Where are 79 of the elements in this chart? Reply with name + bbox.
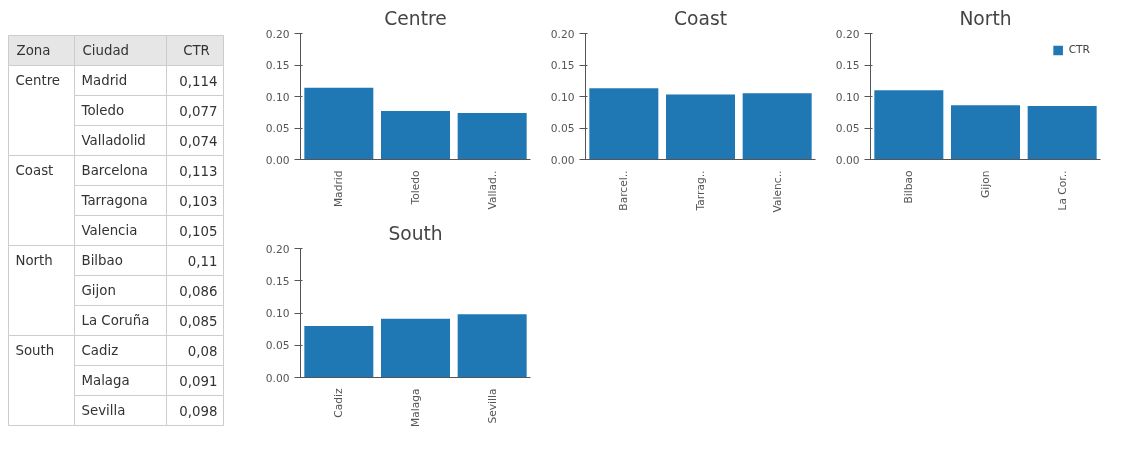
y-tick-label: 0.00 — [265, 153, 290, 167]
text: 0,085 — [179, 313, 218, 329]
category-label: Bilbao — [81, 253, 123, 268]
category-label: Gijon — [81, 283, 116, 298]
bar — [951, 105, 1020, 160]
bar — [457, 112, 527, 160]
legend-label: CTR — [1068, 43, 1090, 56]
text: CTR — [183, 43, 210, 58]
x-tick-label: Cadiz — [332, 388, 346, 418]
text: 0,114 — [179, 73, 218, 89]
chart-title: North — [959, 7, 1012, 29]
category-label: Barcelona — [81, 163, 148, 178]
y-tick-label: 0.10 — [265, 90, 290, 104]
category-label: La Coruña — [81, 313, 150, 328]
category-label: Madrid — [81, 73, 128, 88]
y-tick-label: 0.10 — [265, 307, 290, 320]
chart-title: South — [388, 222, 443, 244]
bar — [304, 87, 374, 160]
y-tick-label: 0.00 — [550, 153, 575, 167]
bar — [381, 110, 450, 160]
text: 0,11 — [187, 253, 218, 269]
y-tick-label: 0.10 — [835, 90, 860, 104]
category-label: Toledo — [80, 103, 125, 118]
chart-title: Coast — [674, 7, 727, 29]
x-tick-label: Malaga — [409, 388, 422, 428]
bar — [457, 314, 527, 378]
y-tick-label: 0.05 — [835, 122, 860, 135]
category-label: Valencia — [81, 223, 138, 238]
chart-title: Centre — [384, 7, 447, 29]
bar — [304, 325, 374, 378]
y-tick-label: 0.15 — [835, 59, 860, 72]
y-tick-label: 0.20 — [550, 27, 575, 41]
y-tick-label: 0.00 — [835, 153, 860, 167]
text: 0,113 — [179, 163, 218, 179]
text: Ciudad — [82, 43, 130, 58]
y-tick-label: 0.20 — [835, 27, 860, 41]
category-label: Centre — [15, 73, 61, 88]
x-tick-label: Bilbao — [902, 170, 916, 204]
x-tick-label: Tarrag.. — [694, 170, 707, 212]
text: 0,074 — [179, 133, 218, 149]
category-label: Malaga — [81, 373, 130, 388]
x-tick-label: Madrid — [332, 170, 346, 208]
category-label: South — [15, 343, 55, 358]
text: Zona — [16, 43, 51, 58]
category-label: Tarragona — [80, 193, 148, 208]
y-tick-label: 0.05 — [265, 122, 290, 135]
y-tick-label: 0.20 — [265, 27, 290, 41]
y-tick-label: 0.15 — [265, 59, 290, 72]
x-tick-label: Sevilla — [485, 388, 499, 424]
y-tick-label: 0.20 — [265, 242, 290, 256]
bar — [742, 93, 812, 160]
y-tick-label: 0.05 — [550, 122, 575, 135]
text: 0,098 — [179, 403, 218, 419]
text: 0,08 — [187, 343, 218, 359]
bar — [666, 94, 735, 160]
y-tick-label: 0.05 — [265, 339, 290, 353]
y-tick-label: 0.15 — [550, 59, 575, 72]
category-label: Coast — [15, 163, 54, 178]
x-tick-label: Gijon — [979, 170, 992, 198]
category-label: North — [15, 253, 53, 268]
x-tick-label: Barcel.. — [617, 170, 631, 211]
x-tick-label: Toledo — [409, 170, 422, 206]
x-tick-label: Valenc.. — [770, 170, 784, 213]
y-tick-label: 0.00 — [265, 371, 290, 385]
y-tick-label: 0.15 — [265, 274, 290, 288]
category-label: Cadiz — [81, 343, 119, 358]
bar — [589, 88, 659, 160]
x-tick-label: La Cor.. — [1055, 170, 1069, 211]
bar — [1027, 105, 1097, 160]
text: 0,086 — [179, 283, 218, 299]
y-tick-label: 0.10 — [550, 90, 575, 104]
text: 0,077 — [179, 103, 218, 119]
text: 0,105 — [179, 223, 218, 239]
x-tick-label: Vallad.. — [485, 170, 499, 210]
bar — [381, 318, 450, 378]
text: 0,103 — [179, 193, 218, 209]
category-label: Valladolid — [81, 133, 146, 148]
text: 0,091 — [179, 373, 218, 389]
bar — [874, 90, 944, 160]
